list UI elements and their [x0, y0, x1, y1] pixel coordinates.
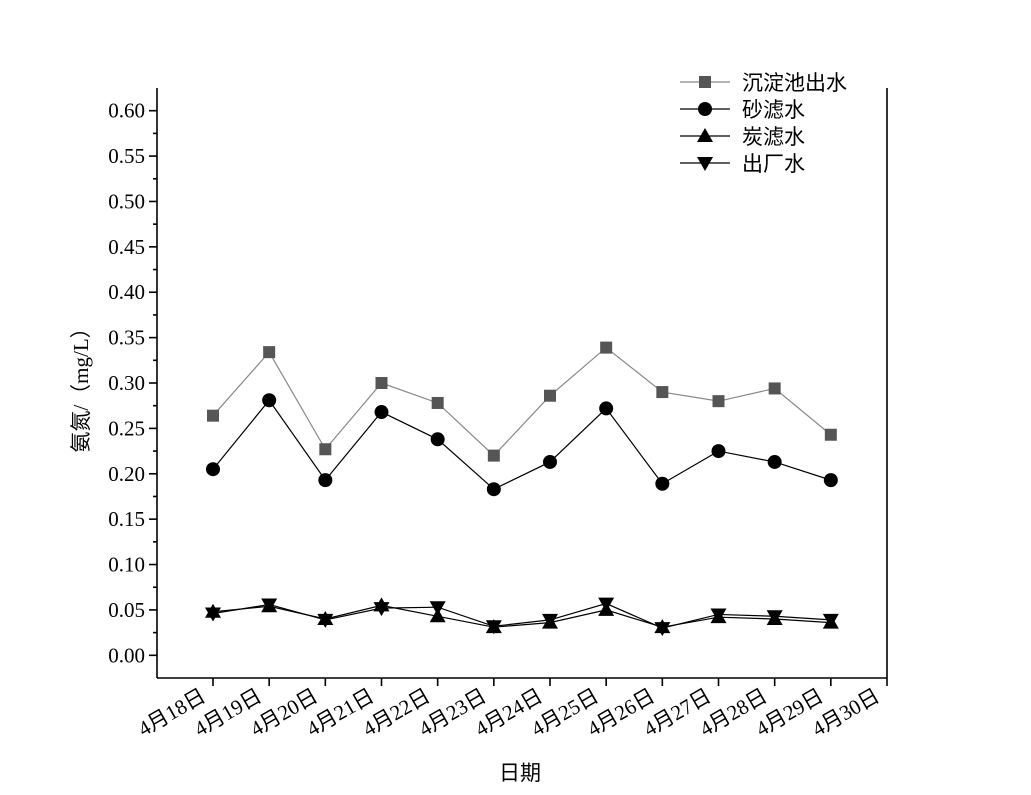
y-axis-label: 氨氮/（mg/L） — [69, 317, 93, 452]
series-line — [212, 604, 831, 628]
legend-marker — [697, 157, 713, 171]
data-point — [544, 389, 556, 402]
data-point — [600, 341, 613, 354]
y-tick-label: 0.10 — [108, 553, 145, 577]
legend-label: 沉淀池出水 — [742, 71, 847, 95]
data-point — [766, 610, 783, 625]
data-point — [824, 428, 837, 441]
data-point — [767, 454, 782, 469]
y-tick-label: 0.00 — [108, 643, 145, 667]
data-point — [373, 602, 390, 617]
data-point — [319, 443, 332, 456]
legend-label: 砂滤水 — [742, 98, 805, 122]
y-tick-label: 0.60 — [108, 99, 145, 123]
y-tick-label: 0.30 — [108, 371, 145, 395]
data-point — [598, 597, 615, 612]
data-point — [542, 613, 558, 628]
y-tick-label: 0.05 — [108, 598, 145, 622]
data-point — [207, 409, 219, 422]
y-tick-label: 0.40 — [108, 280, 145, 304]
data-point — [485, 620, 502, 635]
x-axis-label: 日期 — [499, 761, 541, 785]
data-point — [318, 473, 333, 488]
data-point — [261, 598, 278, 613]
y-tick-label: 0.55 — [108, 144, 145, 168]
data-point — [543, 454, 557, 469]
data-point — [262, 393, 277, 408]
data-point — [822, 613, 839, 628]
legend-label: 炭滤水 — [742, 125, 805, 149]
series-line — [212, 602, 831, 629]
y-tick-label: 0.25 — [108, 416, 145, 440]
data-point — [429, 608, 446, 623]
legend-marker — [698, 102, 712, 116]
series-line — [212, 399, 832, 490]
data-point — [487, 449, 500, 462]
series-line — [212, 346, 832, 457]
data-point — [823, 473, 838, 488]
data-point — [430, 432, 445, 447]
y-tick-label: 0.50 — [108, 189, 145, 213]
data-point — [655, 476, 670, 491]
data-point — [431, 396, 444, 409]
data-point — [263, 346, 276, 359]
data-point — [375, 377, 388, 389]
data-point — [429, 601, 446, 616]
data-point — [768, 382, 781, 395]
data-point — [317, 613, 334, 628]
data-point — [711, 444, 726, 459]
y-tick-label: 0.15 — [108, 507, 145, 531]
data-point — [710, 608, 727, 623]
data-point — [712, 395, 725, 408]
legend-marker — [699, 76, 711, 88]
data-point — [206, 462, 220, 477]
data-point — [205, 607, 221, 622]
data-point — [486, 482, 501, 497]
legend-label: 出厂水 — [742, 152, 805, 176]
legend-marker — [697, 128, 713, 142]
data-point — [654, 622, 671, 637]
data-point — [374, 405, 389, 420]
data-point — [656, 386, 669, 399]
data-point — [599, 401, 614, 416]
y-tick-label: 0.35 — [108, 326, 145, 350]
y-tick-label: 0.45 — [108, 235, 145, 259]
y-tick-label: 0.20 — [108, 462, 145, 486]
